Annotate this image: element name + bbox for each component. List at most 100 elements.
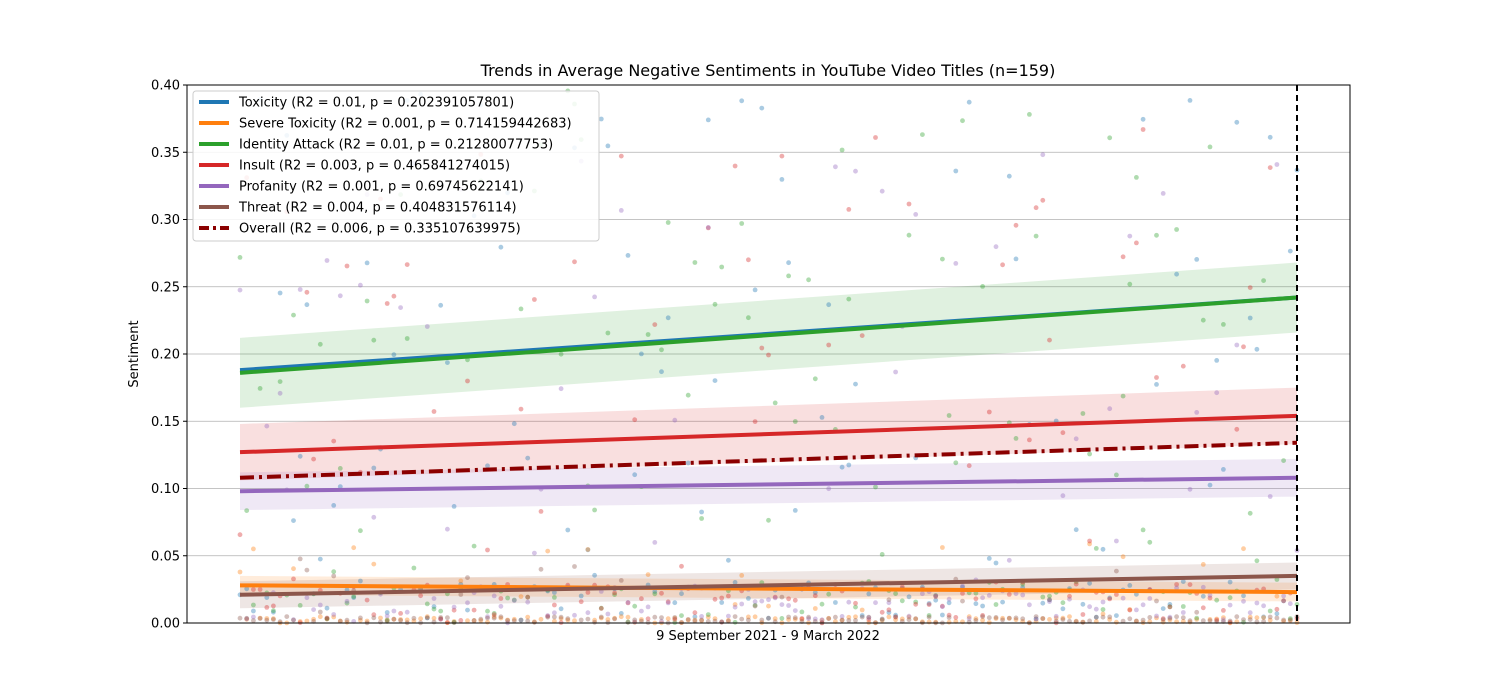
data-point	[1154, 382, 1159, 387]
data-point	[1013, 436, 1019, 441]
data-point	[337, 618, 343, 624]
trend-line	[239, 475, 1298, 494]
data-point	[786, 617, 791, 622]
data-point	[592, 619, 597, 625]
data-point	[1200, 584, 1206, 590]
data-point	[1006, 557, 1012, 563]
data-point	[1160, 606, 1166, 611]
data-point	[946, 596, 952, 602]
data-point	[525, 618, 531, 624]
data-point	[518, 594, 524, 599]
data-point	[672, 615, 678, 621]
data-point	[498, 615, 504, 621]
data-point	[471, 618, 477, 623]
data-point	[859, 614, 865, 620]
data-point	[558, 616, 564, 621]
data-point	[705, 225, 711, 231]
data-point	[485, 463, 490, 469]
data-point	[1013, 617, 1019, 623]
data-point	[659, 369, 664, 375]
data-point	[1194, 609, 1200, 615]
data-point	[532, 619, 537, 625]
data-point	[358, 578, 363, 584]
data-point	[639, 608, 644, 614]
data-point	[1107, 595, 1113, 601]
data-point	[1247, 617, 1253, 622]
data-point	[324, 605, 330, 611]
data-point	[839, 147, 845, 153]
data-point	[685, 617, 691, 622]
data-point	[1167, 604, 1173, 610]
data-point	[1107, 617, 1113, 622]
data-point	[719, 595, 725, 601]
data-point	[886, 607, 892, 613]
data-point	[779, 616, 785, 621]
data-point	[1194, 410, 1200, 415]
data-point	[1047, 337, 1052, 343]
data-point	[465, 600, 470, 606]
data-point	[752, 599, 758, 605]
data-point	[545, 613, 551, 619]
data-point	[772, 400, 778, 406]
data-point	[1033, 618, 1039, 624]
data-point	[1234, 426, 1240, 432]
data-point	[264, 595, 270, 600]
data-point	[739, 573, 745, 578]
data-point	[1134, 591, 1139, 597]
data-point	[812, 593, 818, 599]
data-point	[485, 547, 490, 553]
data-point	[1093, 546, 1099, 551]
data-point	[525, 594, 531, 600]
data-point	[1147, 596, 1153, 601]
data-point	[384, 617, 390, 623]
data-point	[297, 287, 303, 292]
data-point	[244, 616, 250, 622]
data-point	[592, 617, 597, 623]
data-point	[297, 453, 303, 459]
data-point	[371, 337, 377, 343]
data-point	[1294, 602, 1300, 607]
data-point	[893, 614, 898, 620]
data-point	[812, 376, 818, 382]
data-point	[311, 607, 316, 612]
data-point	[846, 614, 852, 620]
data-point	[284, 614, 290, 619]
data-point	[1200, 593, 1206, 599]
data-point	[605, 611, 611, 617]
data-point	[538, 616, 544, 622]
data-point	[371, 465, 377, 471]
data-point	[465, 378, 470, 384]
data-point	[1267, 134, 1273, 140]
data-point	[1167, 614, 1173, 620]
data-point	[946, 619, 952, 625]
data-point	[371, 615, 377, 621]
y-tick-label: 0.05	[151, 549, 180, 564]
data-point	[324, 258, 330, 263]
data-point	[933, 597, 939, 603]
data-point	[471, 607, 477, 613]
data-point	[993, 244, 999, 250]
data-point	[873, 135, 878, 140]
data-point	[1154, 232, 1159, 238]
data-point	[1207, 618, 1213, 623]
data-point	[1040, 197, 1046, 203]
data-point	[1287, 616, 1293, 621]
data-point	[277, 379, 283, 384]
data-point	[572, 618, 577, 624]
data-point	[578, 593, 584, 599]
data-point	[424, 615, 430, 621]
data-point	[752, 602, 758, 608]
data-point	[940, 545, 945, 550]
data-point	[251, 587, 256, 592]
data-point	[358, 282, 363, 288]
data-point	[705, 225, 711, 230]
data-point	[819, 617, 825, 623]
data-point	[485, 614, 490, 620]
data-point	[906, 594, 912, 600]
data-point	[618, 611, 624, 616]
data-point	[398, 618, 403, 623]
data-point	[1047, 617, 1052, 622]
data-point	[786, 603, 791, 608]
data-point	[1127, 281, 1133, 287]
data-point	[1073, 436, 1079, 442]
